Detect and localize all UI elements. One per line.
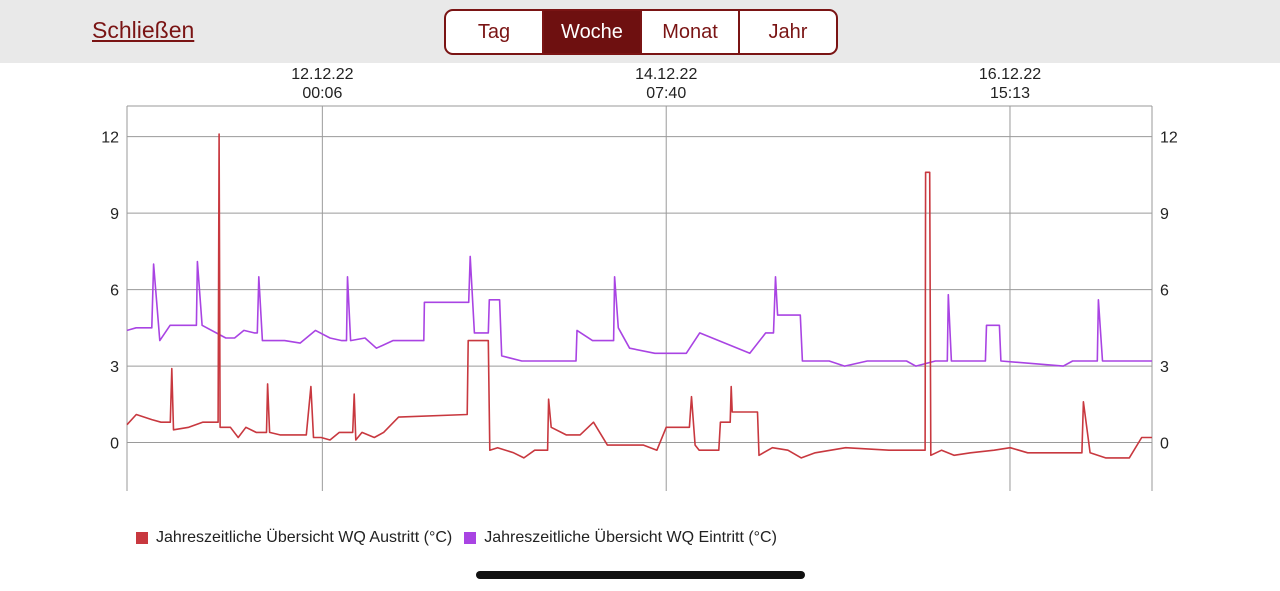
x-tick-label-time: 15:13 (990, 85, 1030, 102)
period-tab-tag[interactable]: Tag (446, 11, 544, 53)
y-tick-label-left: 0 (110, 436, 119, 453)
legend-swatch-eintritt (464, 532, 477, 544)
close-link[interactable]: Schließen (92, 17, 195, 43)
legend-label-austritt: Jahreszeitliche Übersicht WQ Austritt (°… (156, 529, 453, 546)
legend-swatch-austritt (136, 532, 148, 544)
y-tick-label-right: 3 (1160, 359, 1169, 376)
legend-item-eintritt: Jahreszeitliche Übersicht WQ Eintritt (°… (464, 529, 777, 547)
y-tick-label-right: 6 (1160, 283, 1169, 300)
period-tab-woche[interactable]: Woche (544, 11, 642, 53)
y-tick-label-right: 12 (1160, 130, 1178, 147)
y-tick-label-right: 9 (1160, 206, 1169, 223)
series-line-eintritt (126, 255, 1152, 367)
period-tab-jahr[interactable]: Jahr (768, 20, 808, 43)
home-indicator (476, 571, 805, 579)
y-tick-label-left: 6 (110, 283, 119, 300)
x-tick-label-time: 00:06 (302, 85, 342, 102)
period-selector: Tag Woche Monat Jahr (444, 9, 838, 55)
x-tick-label-time: 07:40 (646, 85, 686, 102)
x-tick-label-date: 12.12.22 (291, 66, 353, 83)
series-line-austritt (126, 133, 1152, 459)
period-tab-monat[interactable]: Monat (642, 11, 740, 53)
x-tick-label-date: 16.12.22 (979, 66, 1041, 83)
top-bar: Schließen Tag Woche Monat Jahr (0, 0, 1280, 63)
line-chart: 0 0 3 3 6 6 9 9 12 12 12.12.22 00:06 14.12.22 07:40 16… (101, 66, 1178, 491)
y-tick-label-left: 12 (101, 130, 119, 147)
legend-item-austritt: Jahreszeitliche Übersicht WQ Austritt (°… (136, 529, 452, 547)
y-tick-label-left: 3 (110, 359, 119, 376)
chart-legend: Jahreszeitliche Übersicht WQ Austritt (°… (136, 529, 777, 547)
legend-label-eintritt: Jahreszeitliche Übersicht WQ Eintritt (°… (484, 529, 777, 546)
x-tick-label-date: 14.12.22 (635, 66, 697, 83)
y-tick-label-left: 9 (110, 206, 119, 223)
y-tick-label-right: 0 (1160, 436, 1169, 453)
